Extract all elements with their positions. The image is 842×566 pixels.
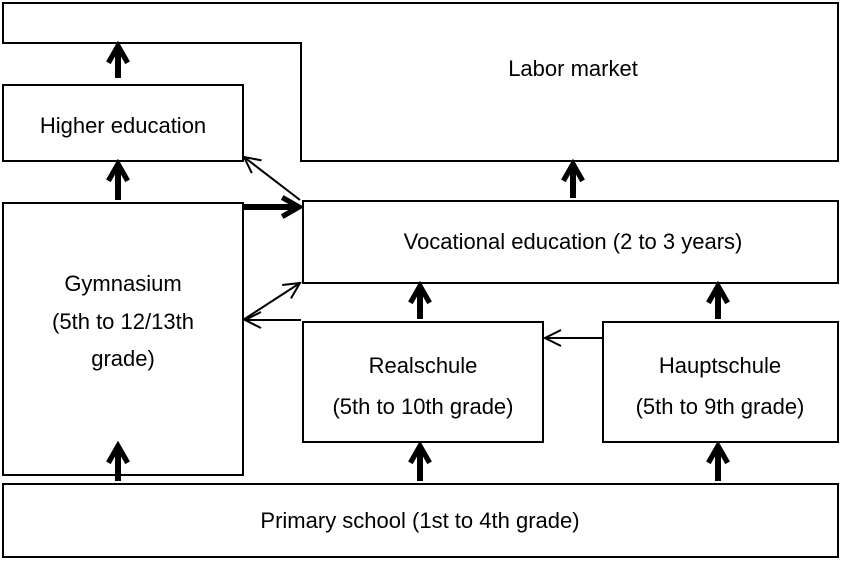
realschule-box bbox=[302, 321, 544, 443]
labor-market-box bbox=[2, 2, 839, 162]
node-label: Higher education bbox=[40, 113, 206, 138]
node-label: (5th to 12/13th bbox=[52, 309, 194, 334]
node-label: Vocational education (2 to 3 years) bbox=[404, 229, 743, 254]
arrow bbox=[244, 157, 301, 201]
gymnasium-box bbox=[2, 202, 244, 476]
thick-arrows bbox=[118, 46, 718, 481]
node-label: Labor market bbox=[508, 56, 638, 81]
node-label: (5th to 9th grade) bbox=[636, 394, 805, 419]
node-label: grade) bbox=[91, 346, 155, 371]
node-label: Realschule bbox=[369, 353, 478, 378]
arrow bbox=[242, 283, 300, 321]
primary-school-box bbox=[2, 483, 839, 558]
node-label: (5th to 10th grade) bbox=[332, 394, 513, 419]
node-label: Hauptschule bbox=[659, 353, 781, 378]
node-label: Gymnasium bbox=[64, 271, 181, 296]
higher-education-box bbox=[2, 84, 244, 162]
hauptschule-box bbox=[602, 321, 839, 443]
vocational-box bbox=[302, 200, 839, 284]
node-label: Primary school (1st to 4th grade) bbox=[260, 508, 579, 533]
thin-arrows bbox=[243, 157, 603, 338]
